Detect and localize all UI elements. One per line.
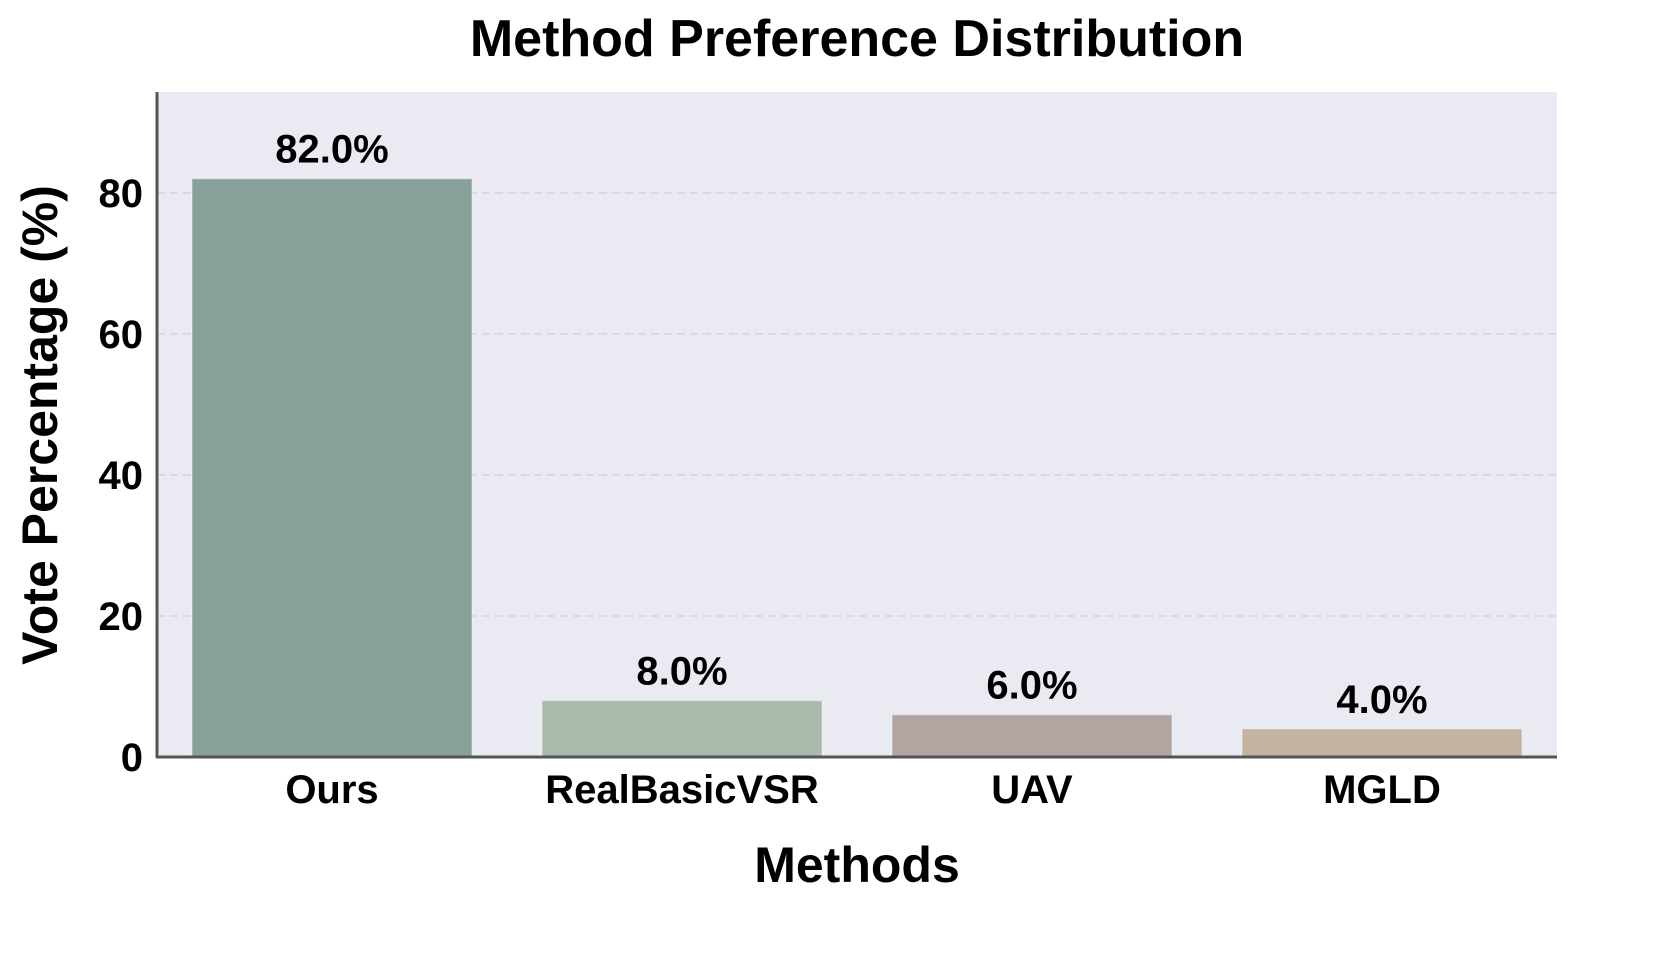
bar-mgld — [1241, 728, 1523, 758]
chart-title: Method Preference Distribution — [470, 10, 1244, 68]
y-tick-label: 80 — [99, 172, 144, 216]
bar-ours — [191, 177, 473, 758]
x-tick-label: Ours — [285, 768, 378, 812]
data-label: 6.0% — [986, 664, 1077, 708]
bar-uav — [891, 713, 1173, 758]
data-label: 82.0% — [275, 128, 388, 172]
x-tick-labels: Ours RealBasicVSR UAV MGLD — [285, 768, 1441, 812]
x-tick-label: RealBasicVSR — [545, 768, 819, 812]
x-axis-label: Methods — [754, 837, 960, 893]
y-tick-labels: 0 20 40 60 80 — [99, 172, 144, 780]
bar-realbasicvsr — [541, 699, 823, 758]
y-tick-label: 60 — [99, 313, 144, 357]
data-label: 4.0% — [1336, 678, 1427, 722]
y-axis-label: Vote Percentage (%) — [12, 185, 68, 665]
x-tick-label: UAV — [991, 768, 1073, 812]
y-tick-label: 0 — [121, 736, 143, 780]
x-tick-label: MGLD — [1323, 768, 1441, 812]
data-labels: 82.0% 8.0% 6.0% 4.0% — [275, 128, 1427, 722]
y-tick-label: 20 — [99, 595, 144, 639]
bars — [191, 177, 1523, 758]
axes — [155, 92, 1557, 759]
data-label: 8.0% — [636, 650, 727, 694]
y-tick-label: 40 — [99, 454, 144, 498]
